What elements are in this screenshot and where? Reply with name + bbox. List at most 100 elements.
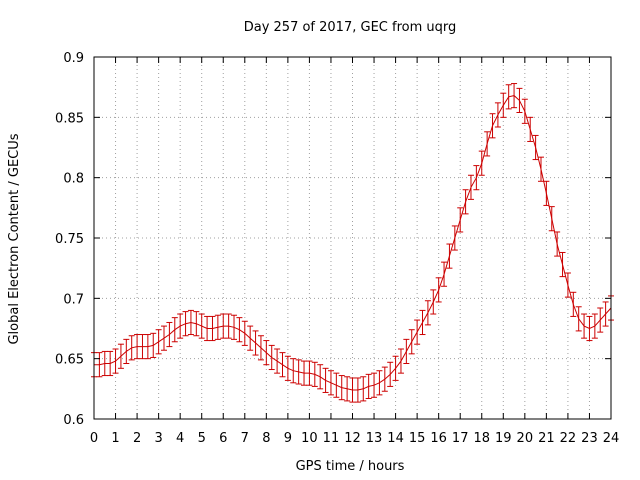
gec-data-point [505, 84, 512, 110]
gec-data-point [581, 313, 588, 339]
x-tick-label: 22 [560, 431, 577, 446]
gec-data-point [344, 376, 351, 402]
gec-data-point [435, 277, 442, 303]
gec-data-point [467, 174, 474, 200]
y-tick-label: 0.75 [55, 232, 84, 247]
x-tick-label: 17 [452, 431, 469, 446]
gec-data-point [225, 313, 232, 339]
gec-data-point [198, 313, 205, 339]
x-tick-label: 19 [495, 431, 512, 446]
gec-data-point [139, 334, 146, 360]
gec-data-point [381, 366, 388, 392]
x-tick-label: 23 [581, 431, 598, 446]
gec-data-point [177, 313, 184, 339]
gec-data-point [457, 207, 464, 233]
gec-data-point [311, 361, 318, 387]
x-tick-label: 2 [133, 431, 141, 446]
gec-data-point [290, 358, 297, 384]
gec-data-point [220, 313, 227, 339]
gec-data-point [257, 335, 264, 361]
gec-data-point [107, 350, 114, 377]
y-tick-label: 0.65 [55, 353, 84, 368]
x-tick-label: 21 [538, 431, 555, 446]
x-tick-label: 8 [262, 431, 270, 446]
x-tick-label: 10 [301, 431, 318, 446]
x-tick-label: 4 [176, 431, 184, 446]
gec-data-point [263, 340, 270, 366]
gec-data-point [441, 261, 448, 287]
x-tick-labels: 0 1 2 3 4 5 6 7 8 9 10 11 12 13 14 15 16 17 18 19 20 21 22 23 24 [90, 431, 619, 446]
x-tick-label: 3 [154, 431, 162, 446]
gec-data-point [521, 98, 528, 124]
gec-data-point [484, 131, 491, 157]
y-tick-label: 0.9 [63, 51, 84, 66]
x-tick-label: 16 [430, 431, 447, 446]
gec-data-point [306, 360, 313, 386]
x-tick-label: 15 [409, 431, 426, 446]
gec-data-point [365, 373, 372, 399]
gec-data-point [333, 372, 340, 398]
gec-data-point [349, 377, 356, 403]
gec-data-point [387, 361, 394, 387]
y-tick-label: 0.8 [63, 172, 84, 187]
gec-data-point [236, 317, 243, 343]
chart-title: Day 257 of 2017, GEC from uqrg [244, 20, 457, 35]
gec-data-point [532, 134, 539, 161]
gec-data-point [128, 335, 135, 361]
gec-data-point [274, 348, 281, 374]
x-tick-label: 5 [198, 431, 206, 446]
y-tick-label: 0.6 [63, 413, 84, 428]
gec-data-point [231, 314, 238, 340]
x-tick-label: 1 [111, 431, 119, 446]
gec-data-point [500, 92, 507, 118]
gec-data-point [214, 314, 221, 340]
gec-data-point [354, 377, 361, 403]
gec-data-point [171, 317, 178, 343]
gec-data-point [473, 165, 480, 191]
gec-data-point [446, 243, 453, 269]
x-tick-label: 18 [473, 431, 490, 446]
gec-data-point [537, 156, 544, 182]
gec-data-point [101, 350, 108, 377]
gec-data-point [424, 300, 431, 326]
gec-data-point [284, 355, 291, 381]
gec-data-point [182, 311, 189, 337]
gec-data-point [187, 309, 194, 336]
x-tick-label: 11 [323, 431, 340, 446]
gec-data-point [516, 87, 523, 114]
x-tick-label: 0 [90, 431, 98, 446]
x-tick-label: 13 [366, 431, 383, 446]
gec-data-point [554, 231, 561, 257]
gec-data-point [204, 315, 211, 342]
gec-data-point [591, 313, 598, 339]
gec-data-point [247, 325, 254, 351]
gec-data-point [451, 225, 458, 251]
gec-data-point [166, 321, 173, 348]
gec-data-point [193, 311, 200, 337]
gec-data-point [564, 272, 571, 298]
gec-data-point [134, 334, 141, 360]
gec-data-point [414, 319, 421, 345]
y-axis-label: Global Electron Content / GECUs [7, 133, 22, 344]
gec-data-point [430, 289, 437, 315]
gec-data-point [327, 370, 334, 396]
x-tick-label: 24 [603, 431, 620, 446]
gec-data-point [419, 309, 426, 336]
gec-data-point [322, 367, 329, 393]
gec-data-point [570, 291, 577, 317]
gec-data-point [295, 359, 302, 385]
axis-ticks [93, 56, 612, 420]
gec-data-point [376, 370, 383, 396]
x-axis-label: GPS time / hours [296, 459, 405, 474]
x-tick-label: 20 [517, 431, 534, 446]
gec-data-point [586, 315, 593, 342]
gec-data-point [548, 206, 555, 232]
gec-data-point [511, 83, 518, 109]
gec-data-point [462, 189, 469, 215]
gec-data-point [279, 352, 286, 378]
gec-data-point [478, 150, 485, 176]
gec-data-point [268, 344, 275, 371]
x-tick-label: 6 [219, 431, 227, 446]
y-tick-label: 0.85 [55, 111, 84, 126]
